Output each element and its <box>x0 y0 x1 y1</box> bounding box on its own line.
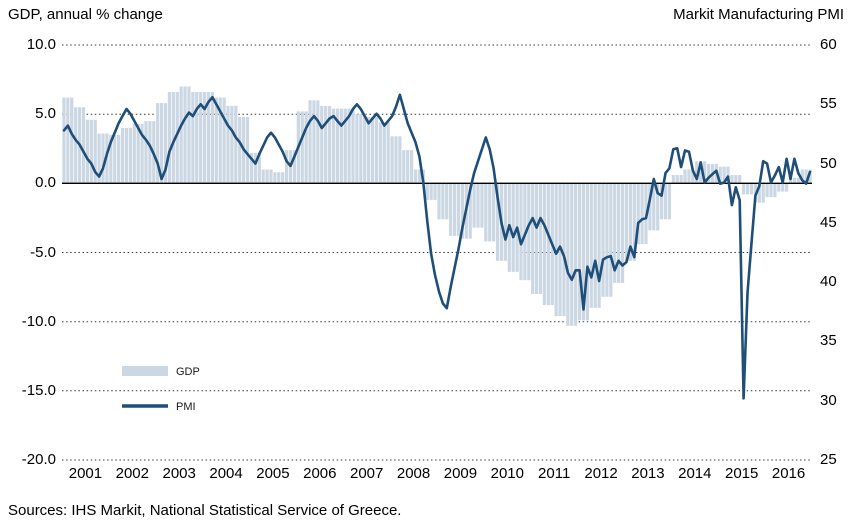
left-axis-title: GDP, annual % change <box>8 6 163 23</box>
x-axis-year-label: 2008 <box>396 465 431 482</box>
right-axis-tick-label: 60 <box>820 36 837 53</box>
x-axis-year-label: 2011 <box>538 465 571 482</box>
x-axis-year-label: 2012 <box>584 465 618 482</box>
gdp-bars <box>62 86 812 326</box>
left-axis-tick-label: -10.0 <box>21 312 56 330</box>
left-axis-tick-label: -5.0 <box>30 243 56 261</box>
source-note: Sources: IHS Markit, National Statistica… <box>8 502 402 519</box>
right-axis-tick-label: 35 <box>820 332 837 350</box>
x-axis-year-label: 2009 <box>443 465 478 482</box>
right-axis-tick-label: 45 <box>820 213 837 231</box>
x-axis-year-label: 2016 <box>771 465 806 482</box>
x-axis-year-label: 2004 <box>209 465 243 482</box>
x-axis-year-label: 2005 <box>256 465 290 482</box>
x-axis-year-label: 2010 <box>490 465 524 482</box>
left-axis-tick-label: -20.0 <box>21 451 56 468</box>
right-axis-title: Markit Manufacturing PMI <box>673 6 844 23</box>
x-axis-year-label: 2002 <box>115 465 149 482</box>
x-axis-year-label: 2007 <box>350 465 384 482</box>
right-axis-tick-label: 25 <box>820 451 837 468</box>
right-axis-tick-label: 55 <box>820 95 837 113</box>
x-axis-year-label: 2014 <box>678 465 712 482</box>
right-axis-tick-label: 40 <box>820 273 837 291</box>
left-axis-tick-label: 0.0 <box>35 174 56 192</box>
legend-label: GDP <box>176 366 200 378</box>
x-axis-year-label: 2006 <box>303 465 337 482</box>
legend: GDP PMI <box>122 366 200 413</box>
x-axis-year-label: 2003 <box>162 465 196 482</box>
x-axis-year-label: 2001 <box>68 465 103 482</box>
right-axis-tick-label: 50 <box>820 154 837 172</box>
right-axis-tick-label: 30 <box>820 391 837 409</box>
legend-label: PMI <box>176 401 196 413</box>
left-axis-tick-label: -15.0 <box>21 381 56 399</box>
x-axis-year-label: 2013 <box>631 465 665 482</box>
legend-gdp-swatch <box>122 366 168 376</box>
left-axis-tick-label: 5.0 <box>35 105 56 123</box>
left-axis-tick-label: 10.0 <box>26 36 56 53</box>
x-axis-year-label: 2015 <box>725 465 759 482</box>
pmi-line <box>62 93 812 400</box>
